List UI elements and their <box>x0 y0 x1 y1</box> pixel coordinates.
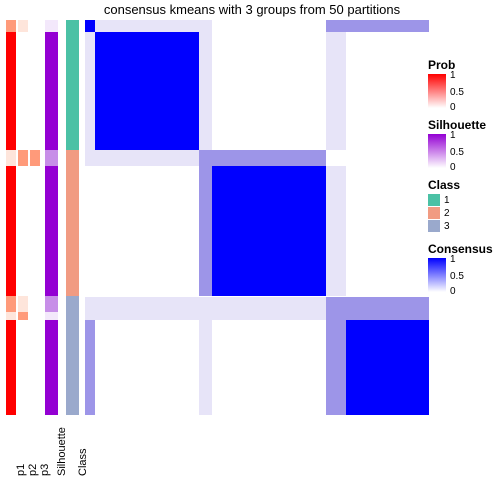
annot-seg <box>45 296 58 312</box>
annotation-area <box>3 20 79 415</box>
annot-seg <box>30 20 40 150</box>
legend-tick: 0 <box>450 162 456 173</box>
page-title: consensus kmeans with 3 groups from 50 p… <box>0 2 504 17</box>
label-p3: p3 <box>39 464 51 476</box>
legend-prob-ramp <box>428 74 446 108</box>
legend-class-item: 2 <box>428 207 500 219</box>
heatmap-block <box>85 150 212 166</box>
legend-class-item: 3 <box>428 220 500 232</box>
annot-seg <box>18 296 28 312</box>
annot-col-Silhouette <box>45 20 58 415</box>
swatch-icon <box>428 207 440 219</box>
heatmap-block <box>95 32 198 151</box>
legend-tick: 0 <box>450 102 456 113</box>
heatmap-block <box>346 320 429 415</box>
legend-tick: 1 <box>450 70 456 81</box>
annot-seg <box>66 20 79 150</box>
swatch-label: 1 <box>444 195 450 206</box>
legend-prob: Prob 10.50 <box>428 58 500 108</box>
heatmap-block <box>199 297 213 416</box>
legend-silhouette-title: Silhouette <box>428 118 500 132</box>
label-p1: p1 <box>15 464 27 476</box>
legend-consensus: Consensus 10.50 <box>428 242 500 292</box>
annot-seg <box>66 150 79 296</box>
annot-seg <box>18 166 28 296</box>
annot-seg <box>45 320 58 415</box>
legend-silhouette-ramp <box>428 134 446 168</box>
legend-tick: 1 <box>450 130 456 141</box>
annot-seg <box>45 312 58 320</box>
annot-seg <box>45 166 58 296</box>
annot-seg <box>18 20 28 32</box>
annot-seg <box>6 166 16 296</box>
heatmap-block <box>85 20 95 32</box>
swatch-label: 3 <box>444 221 450 232</box>
annot-seg <box>6 20 16 32</box>
heatmap-block <box>326 320 347 415</box>
heatmap-block <box>85 320 95 415</box>
annot-col-p1 <box>6 20 16 415</box>
annot-seg <box>45 20 58 32</box>
annot-seg <box>45 32 58 151</box>
heatmap-block <box>199 166 213 296</box>
legend-tick: 0.5 <box>450 147 464 158</box>
annot-seg <box>18 150 28 166</box>
annot-col-Class <box>66 20 79 415</box>
annot-seg <box>30 150 40 166</box>
swatch-label: 2 <box>444 208 450 219</box>
annot-seg <box>18 312 28 320</box>
legend-class-item: 1 <box>428 194 500 206</box>
heatmap-block <box>326 32 347 151</box>
heatmap-block <box>326 20 429 32</box>
heatmap-block <box>199 150 326 166</box>
legend-consensus-title: Consensus <box>428 242 500 256</box>
annot-seg <box>6 320 16 415</box>
heatmap-block <box>199 32 213 151</box>
swatch-icon <box>428 194 440 206</box>
heatmap-block <box>212 166 326 296</box>
annot-seg <box>6 150 16 166</box>
annot-seg <box>6 312 16 320</box>
annot-seg <box>6 32 16 151</box>
consensus-heatmap <box>85 20 429 415</box>
legend-class-title: Class <box>428 178 500 192</box>
label-Silhouette: Silhouette <box>56 427 68 476</box>
legend-consensus-ramp <box>428 258 446 292</box>
legends: Prob 1 0.5 0 Silhouette 1 0.5 0 Class 1 2 3 Co… <box>428 58 500 302</box>
legend-tick: 0 <box>450 286 456 297</box>
heatmap-block <box>326 297 429 321</box>
annot-seg <box>18 32 28 151</box>
legend-tick: 0.5 <box>450 271 464 282</box>
annot-seg <box>30 166 40 296</box>
annot-seg <box>6 296 16 312</box>
annot-seg <box>18 320 28 415</box>
annot-col-p3 <box>30 20 40 415</box>
legend-prob-title: Prob <box>428 58 500 72</box>
heatmap-block <box>326 166 347 296</box>
annot-seg <box>45 150 58 166</box>
legend-silhouette: Silhouette 10.50 <box>428 118 500 168</box>
legend-class: Class 1 2 3 <box>428 178 500 232</box>
heatmap-block <box>95 20 212 32</box>
legend-tick: 0.5 <box>450 87 464 98</box>
heatmap-block <box>85 297 346 321</box>
swatch-icon <box>428 220 440 232</box>
heatmap-block <box>85 32 95 151</box>
annot-seg <box>30 296 40 415</box>
legend-tick: 1 <box>450 254 456 265</box>
label-p2: p2 <box>27 464 39 476</box>
annot-seg <box>66 296 79 415</box>
label-Class: Class <box>77 448 89 476</box>
annot-col-p2 <box>18 20 28 415</box>
